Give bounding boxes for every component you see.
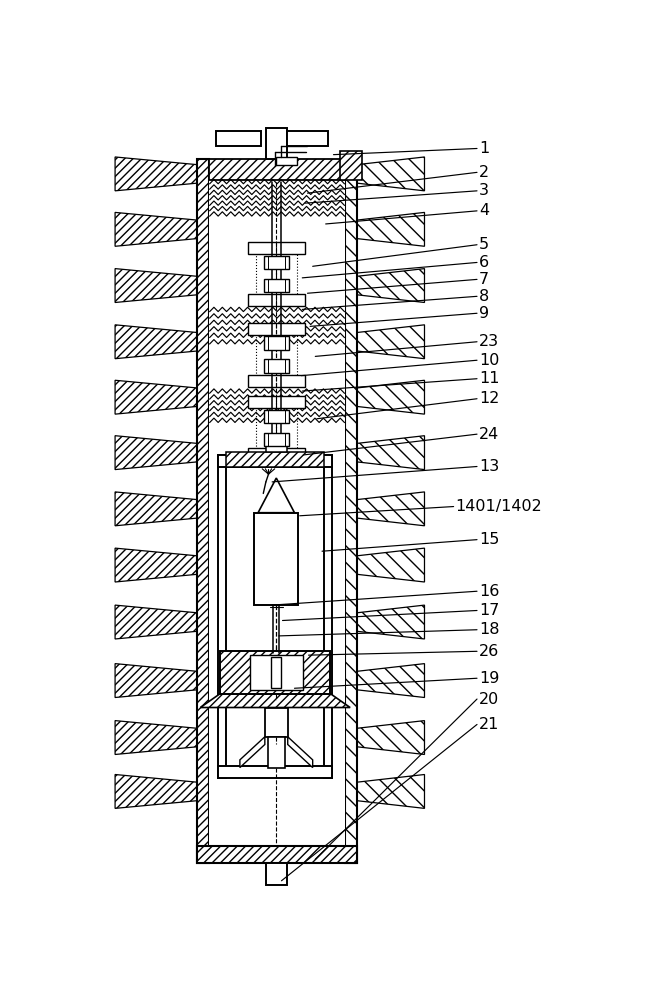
Bar (340, 151, 362, 180)
Bar (264, 410, 289, 423)
Text: 2: 2 (479, 165, 489, 180)
Bar (250, 655, 303, 690)
Bar (248, 294, 305, 306)
Polygon shape (258, 478, 295, 513)
Polygon shape (115, 157, 197, 191)
Bar (209, 158, 346, 180)
Text: 15: 15 (479, 532, 499, 547)
Polygon shape (357, 325, 425, 359)
Text: 26: 26 (479, 644, 499, 659)
Text: 13: 13 (479, 459, 499, 474)
Bar (276, 157, 297, 165)
Bar (218, 766, 332, 778)
Text: 20: 20 (479, 692, 499, 707)
Polygon shape (288, 737, 313, 768)
Polygon shape (357, 436, 425, 470)
Text: 16: 16 (479, 584, 499, 599)
Text: 24: 24 (479, 427, 499, 442)
Bar (266, 128, 287, 158)
Bar (287, 131, 328, 146)
Text: 23: 23 (479, 334, 499, 349)
Text: 1: 1 (479, 141, 489, 156)
Text: 11: 11 (479, 371, 500, 386)
Bar (197, 846, 357, 863)
Bar (266, 443, 287, 452)
Polygon shape (115, 380, 197, 414)
Polygon shape (357, 492, 425, 526)
Polygon shape (240, 737, 265, 768)
Text: 3: 3 (479, 183, 489, 198)
Bar (264, 359, 289, 373)
Bar (264, 279, 289, 292)
Bar (248, 448, 305, 460)
Polygon shape (115, 436, 197, 470)
Text: 17: 17 (479, 603, 499, 618)
Polygon shape (357, 721, 425, 754)
Bar (209, 158, 346, 863)
Bar (248, 323, 305, 335)
Polygon shape (357, 605, 425, 639)
Polygon shape (115, 721, 197, 754)
Text: 1401/1402: 1401/1402 (456, 499, 542, 514)
Text: 10: 10 (479, 353, 499, 368)
Polygon shape (357, 269, 425, 302)
Polygon shape (201, 694, 350, 708)
Bar (254, 513, 298, 605)
Bar (248, 242, 305, 254)
Bar (218, 455, 226, 778)
Bar (256, 408, 297, 448)
Polygon shape (357, 774, 425, 808)
Bar (256, 335, 297, 375)
Polygon shape (115, 548, 197, 582)
Polygon shape (357, 664, 425, 698)
Bar (197, 158, 209, 863)
Polygon shape (115, 664, 197, 698)
Bar (271, 657, 281, 688)
Polygon shape (357, 380, 425, 414)
Bar (217, 131, 260, 146)
Bar (248, 375, 305, 387)
Polygon shape (115, 605, 197, 639)
Bar (266, 863, 287, 885)
Polygon shape (357, 212, 425, 246)
Polygon shape (115, 492, 197, 526)
Bar (265, 708, 288, 737)
Bar (264, 433, 289, 446)
Text: 6: 6 (479, 255, 489, 270)
Text: 7: 7 (479, 272, 489, 287)
Bar (218, 455, 332, 778)
Text: 9: 9 (479, 306, 489, 321)
Polygon shape (115, 269, 197, 302)
Bar (346, 158, 357, 863)
Polygon shape (115, 774, 197, 808)
Bar (226, 452, 324, 467)
Text: 4: 4 (479, 203, 489, 218)
Text: 12: 12 (479, 391, 499, 406)
Bar (256, 254, 297, 294)
Bar (248, 396, 305, 408)
Bar (268, 737, 285, 768)
Polygon shape (115, 325, 197, 359)
Text: 5: 5 (479, 237, 489, 252)
Bar (324, 455, 332, 778)
Polygon shape (357, 157, 425, 191)
Bar (264, 256, 289, 269)
Text: 18: 18 (479, 622, 500, 637)
Bar (220, 651, 330, 694)
Bar (218, 455, 332, 467)
Polygon shape (115, 212, 197, 246)
Polygon shape (357, 548, 425, 582)
Text: 19: 19 (479, 671, 499, 686)
Text: 8: 8 (479, 289, 489, 304)
Text: 21: 21 (479, 717, 499, 732)
Bar (264, 336, 289, 350)
